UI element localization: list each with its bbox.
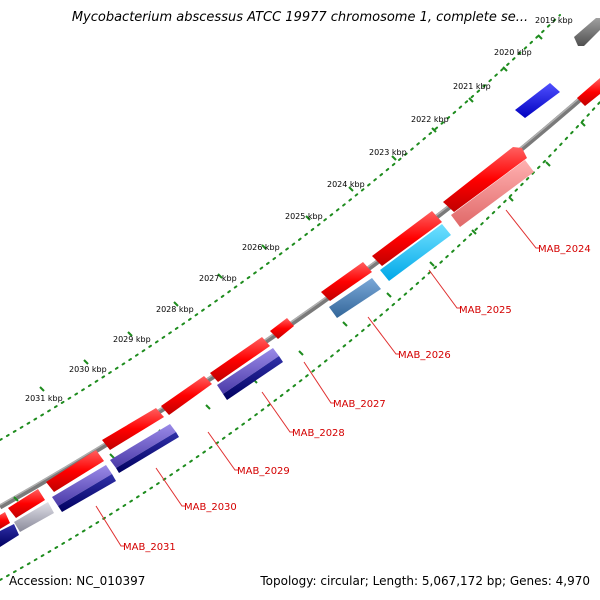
cds-arrow[interactable] xyxy=(102,408,164,450)
gene-block-mab-2029[interactable] xyxy=(110,424,176,468)
cds-arrow[interactable] xyxy=(0,512,10,529)
ruler-label: 2023 kbp xyxy=(369,148,407,157)
ruler-label: 2026 kbp xyxy=(242,243,280,252)
gene-label-mab-2028[interactable]: MAB_2028 xyxy=(292,428,345,439)
outer-ruler-arc xyxy=(0,14,561,441)
gene-block-mab-2031-dark[interactable] xyxy=(0,524,19,547)
gene-label-mab-2029[interactable]: MAB_2029 xyxy=(237,466,290,477)
gene-block-mab-2024[interactable] xyxy=(451,160,534,227)
gene-block-mab-2028-dark[interactable] xyxy=(223,356,283,400)
gene-label-mab-2027[interactable]: MAB_2027 xyxy=(333,399,386,410)
ruler-label: 2030 kbp xyxy=(69,365,107,374)
gene-feature[interactable] xyxy=(577,78,600,106)
cds-arrow[interactable] xyxy=(372,211,442,266)
ruler-label: 2021 kbp xyxy=(453,82,491,91)
cds-arrow[interactable] xyxy=(443,147,527,212)
gene-label-mab-2030[interactable]: MAB_2030 xyxy=(184,502,237,513)
genome-summary-text: Topology: circular; Length: 5,067,172 bp… xyxy=(260,574,590,588)
gene-label-mab-2025[interactable]: MAB_2025 xyxy=(459,305,512,316)
backbone-arc xyxy=(0,80,600,510)
inner-ruler-arc xyxy=(0,101,600,581)
cds-arrow[interactable] xyxy=(270,318,294,339)
gene-label-mab-2026[interactable]: MAB_2026 xyxy=(398,350,451,361)
cds-arrow[interactable] xyxy=(321,262,372,301)
outer-ruler-ticks xyxy=(39,34,543,392)
ruler-label: 2028 kbp xyxy=(156,305,194,314)
ruler-label: 2019 kbp xyxy=(535,16,573,25)
ruler-label: 2029 kbp xyxy=(113,335,151,344)
ruler-label: 2025 kbp xyxy=(285,212,323,221)
gene-block-mab-2028[interactable] xyxy=(217,348,279,394)
gene-block-mab-2031[interactable] xyxy=(14,502,54,532)
ruler-label: 2022 kbp xyxy=(411,115,449,124)
gene-label-mab-2031[interactable]: MAB_2031 xyxy=(123,542,176,553)
cds-arrow[interactable] xyxy=(46,450,104,492)
cds-arrow[interactable] xyxy=(161,376,212,415)
accession-text: Accession: NC_010397 xyxy=(9,574,146,588)
gene-feature[interactable] xyxy=(574,18,600,46)
gene-block-mab-2029-dark[interactable] xyxy=(116,432,179,473)
gene-block-mab-2030-dark[interactable] xyxy=(58,474,116,512)
gene-block-mab-2030[interactable] xyxy=(52,465,112,506)
gene-feature[interactable] xyxy=(515,83,560,118)
gene-label-mab-2024[interactable]: MAB_2024 xyxy=(538,244,591,255)
map-title: Mycobacterium abscessus ATCC 19977 chrom… xyxy=(71,10,529,25)
gene-block-mab-2026[interactable] xyxy=(329,278,381,318)
ruler-label: 2024 kbp xyxy=(327,180,365,189)
ruler-label: 2020 kbp xyxy=(494,48,532,57)
ruler-label: 2027 kbp xyxy=(199,274,237,283)
cds-arrow[interactable] xyxy=(210,337,270,382)
cds-arrow[interactable] xyxy=(8,489,45,518)
gene-block-mab-2025[interactable] xyxy=(380,224,451,281)
ruler-label: 2031 kbp xyxy=(25,394,63,403)
label-leaders xyxy=(95,209,540,547)
